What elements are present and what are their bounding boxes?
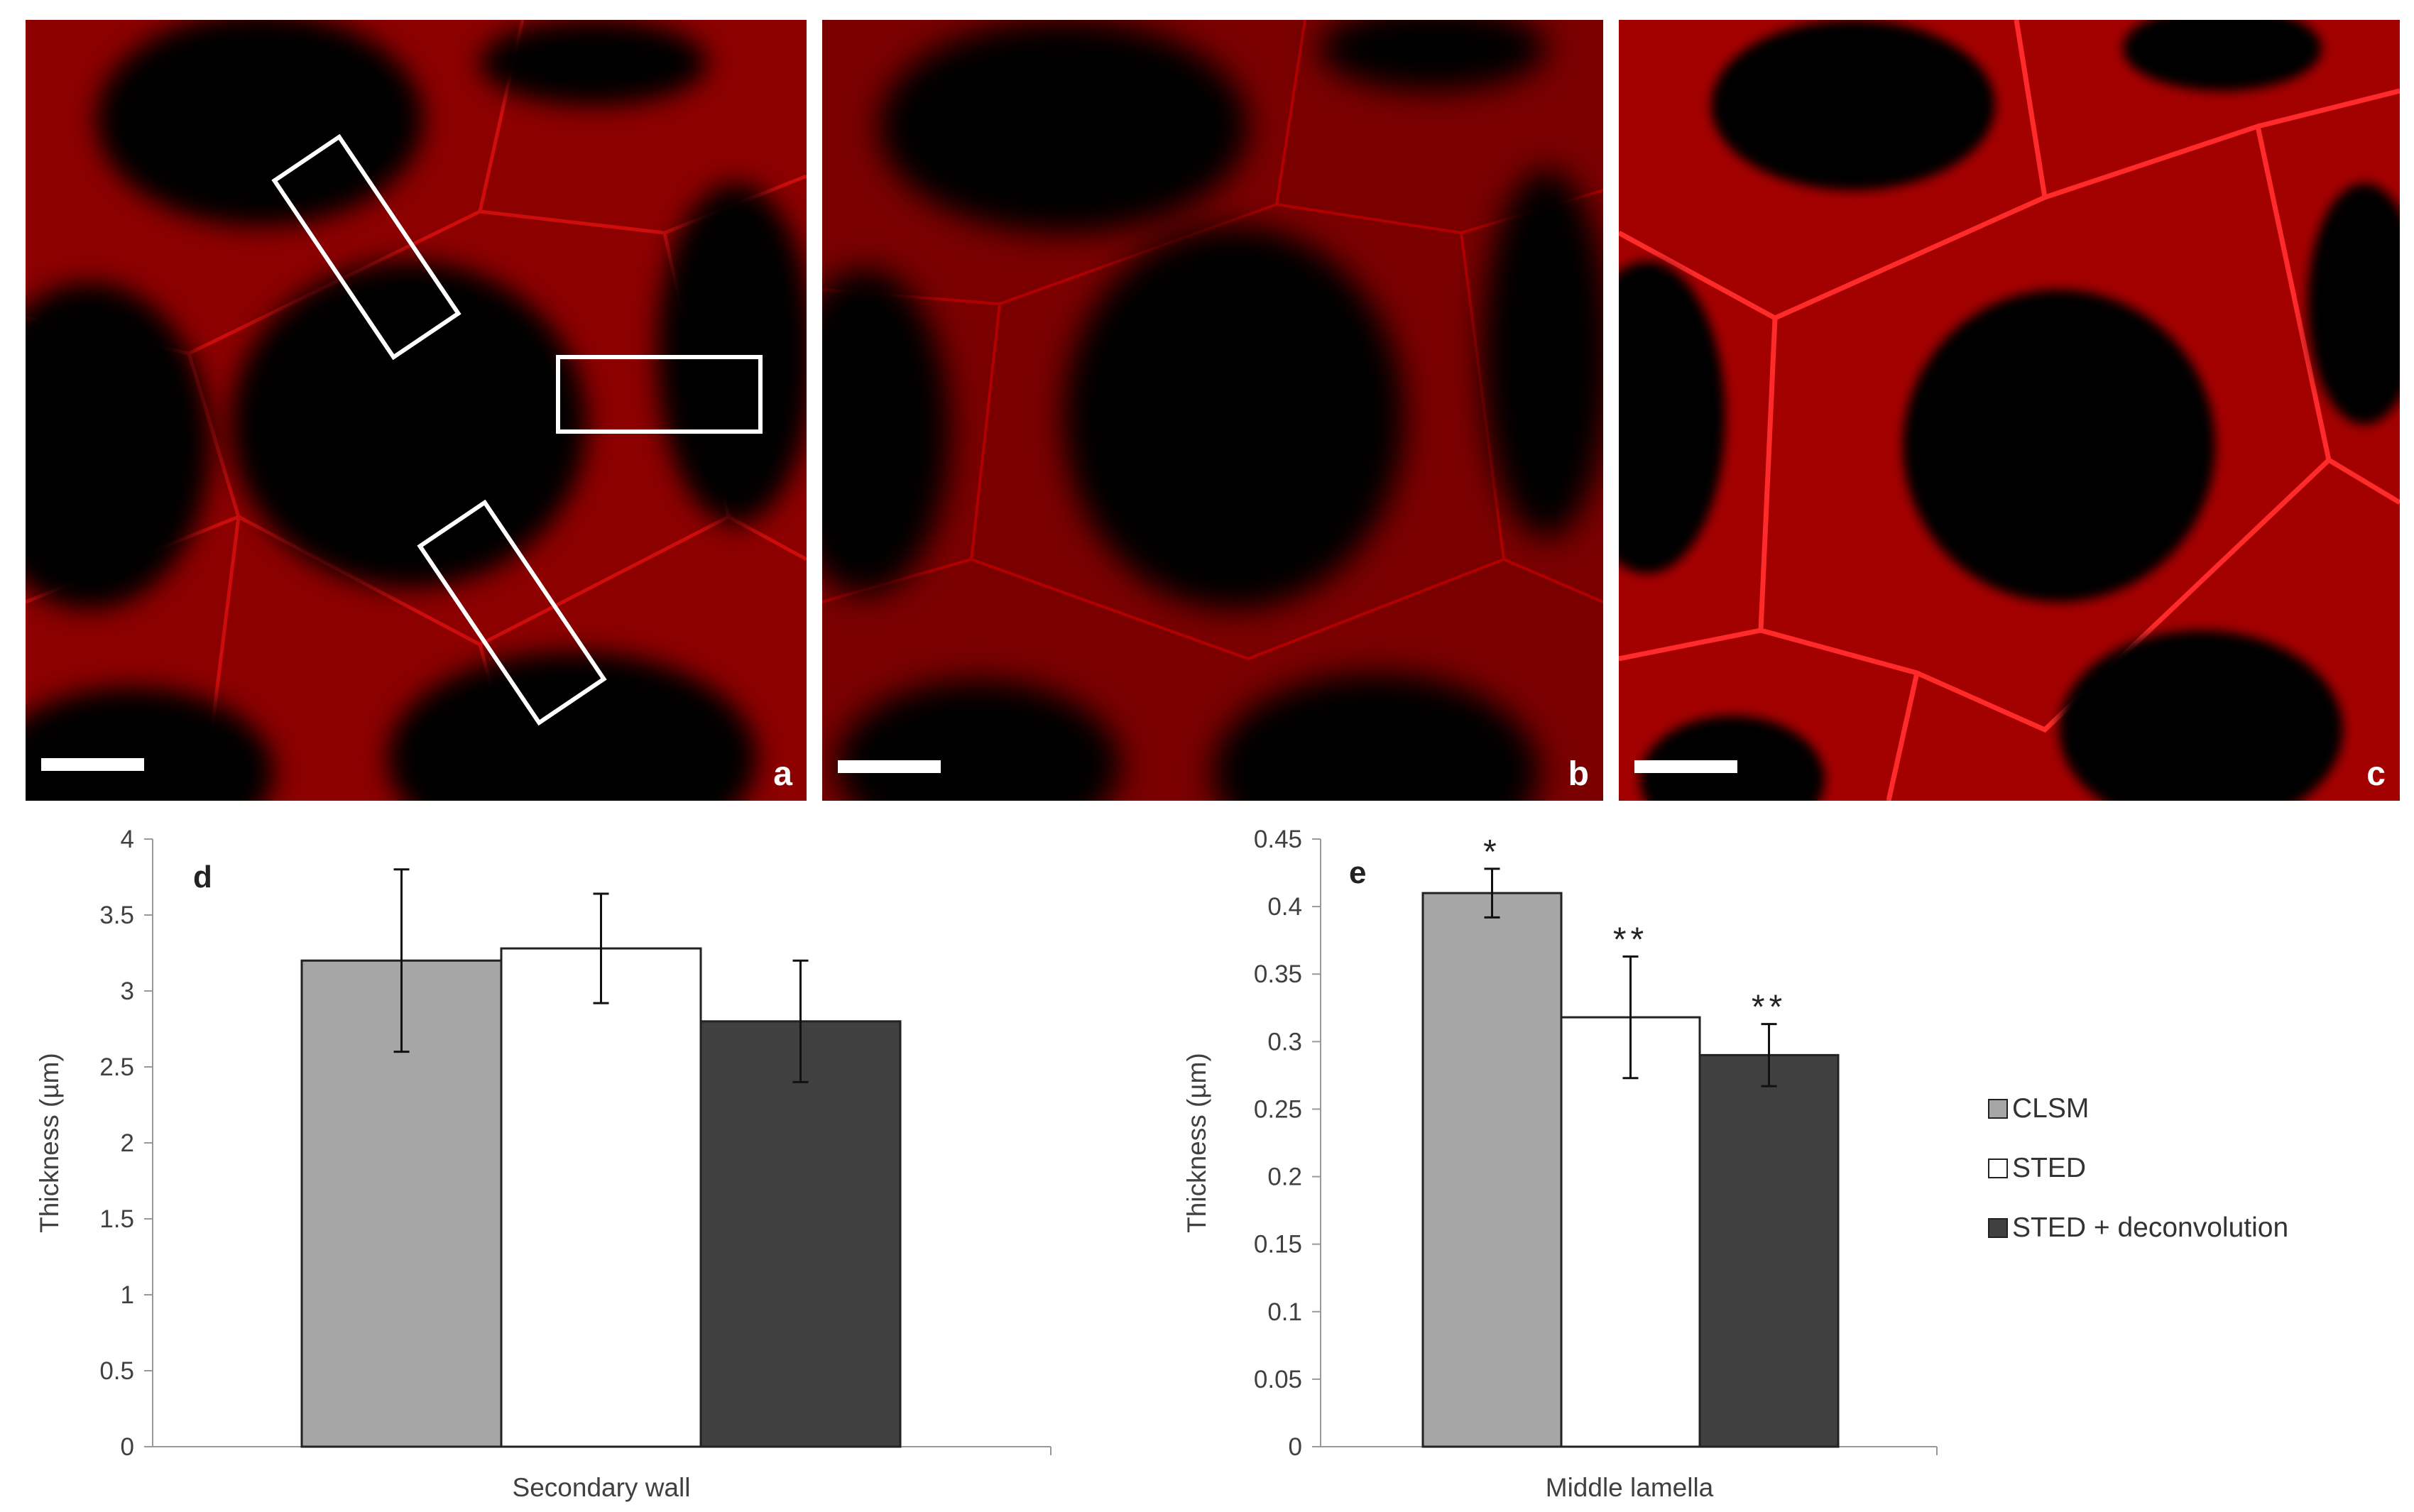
y-tick-label: 0.2 bbox=[1267, 1163, 1302, 1191]
y-tick-label: 0.5 bbox=[99, 1357, 134, 1385]
significance-marker: ** bbox=[1613, 921, 1648, 958]
y-tick-label: 2 bbox=[121, 1129, 134, 1157]
legend-swatch-sted bbox=[1988, 1158, 2008, 1178]
legend-swatch-clsm bbox=[1988, 1099, 2008, 1119]
x-axis-label: Middle lamella bbox=[1546, 1473, 1714, 1502]
chart-d: 0 0.5 1 1.5 2 2.5 3 3.5 4 d Secondary wall Thick… bbox=[0, 816, 1108, 1512]
y-tick-label: 0.4 bbox=[1267, 893, 1302, 921]
scale-bar bbox=[838, 760, 941, 773]
legend-item-sted: STED bbox=[1988, 1139, 2288, 1198]
micrograph-panel-b: b bbox=[822, 20, 1603, 801]
y-tick-label: 1 bbox=[121, 1281, 134, 1309]
chart-e: 0 0.05 0.1 0.15 0.2 0.25 0.3 0.35 0.4 0.45 * ** ** … bbox=[1108, 816, 1988, 1512]
legend-label: STED bbox=[2012, 1153, 2087, 1183]
panel-label-a: a bbox=[773, 755, 792, 793]
bar-clsm bbox=[1421, 892, 1563, 1448]
panel-label-c: c bbox=[2366, 755, 2386, 793]
micrograph-panel-c: c bbox=[1619, 20, 2400, 801]
y-axis-label: Thickness (µm) bbox=[35, 1053, 64, 1233]
y-tick-label: 0.25 bbox=[1254, 1095, 1302, 1123]
significance-marker: ** bbox=[1752, 989, 1786, 1026]
significance-marker: * bbox=[1483, 833, 1501, 871]
y-tick-label: 0.3 bbox=[1267, 1028, 1302, 1056]
panel-label-b: b bbox=[1568, 755, 1589, 793]
y-tick-label: 0 bbox=[121, 1433, 134, 1461]
bar-sted bbox=[1560, 1016, 1701, 1448]
y-tick-label: 3 bbox=[121, 977, 134, 1005]
bar-sted-deconvolution bbox=[1698, 1053, 1840, 1448]
y-axis-label: Thickness (µm) bbox=[1182, 1053, 1211, 1233]
legend-item-clsm: CLSM bbox=[1988, 1079, 2288, 1139]
bar-sted-deconvolution bbox=[699, 1020, 902, 1448]
x-axis-label: Secondary wall bbox=[513, 1473, 691, 1502]
y-tick-label: 4 bbox=[121, 826, 134, 853]
legend-label: STED + deconvolution bbox=[2012, 1212, 2289, 1243]
legend-item-sted-deconvolution: STED + deconvolution bbox=[1988, 1198, 2288, 1258]
y-tick-label: 0 bbox=[1289, 1433, 1302, 1461]
y-tick-label: 1.5 bbox=[99, 1205, 134, 1233]
bar-sted bbox=[500, 947, 702, 1448]
y-tick-label: 0.05 bbox=[1254, 1366, 1302, 1393]
y-tick-label: 3.5 bbox=[99, 902, 134, 929]
roi-box bbox=[271, 133, 763, 726]
y-tick-label: 2.5 bbox=[99, 1053, 134, 1081]
panel-label-d: d bbox=[193, 860, 212, 894]
y-tick-label: 0.35 bbox=[1254, 960, 1302, 988]
panel-label-e: e bbox=[1349, 855, 1366, 890]
y-tick-label: 0.15 bbox=[1254, 1231, 1302, 1259]
legend-label: CLSM bbox=[2012, 1093, 2090, 1124]
scale-bar bbox=[41, 758, 144, 771]
legend-swatch-sted-deconvolution bbox=[1988, 1218, 2008, 1238]
legend: CLSM STED STED + deconvolution bbox=[1988, 1079, 2288, 1258]
y-tick-label: 0.1 bbox=[1267, 1298, 1302, 1326]
scale-bar bbox=[1634, 760, 1737, 773]
y-tick-label: 0.45 bbox=[1254, 826, 1302, 853]
micrograph-panel-a: a bbox=[26, 20, 807, 801]
